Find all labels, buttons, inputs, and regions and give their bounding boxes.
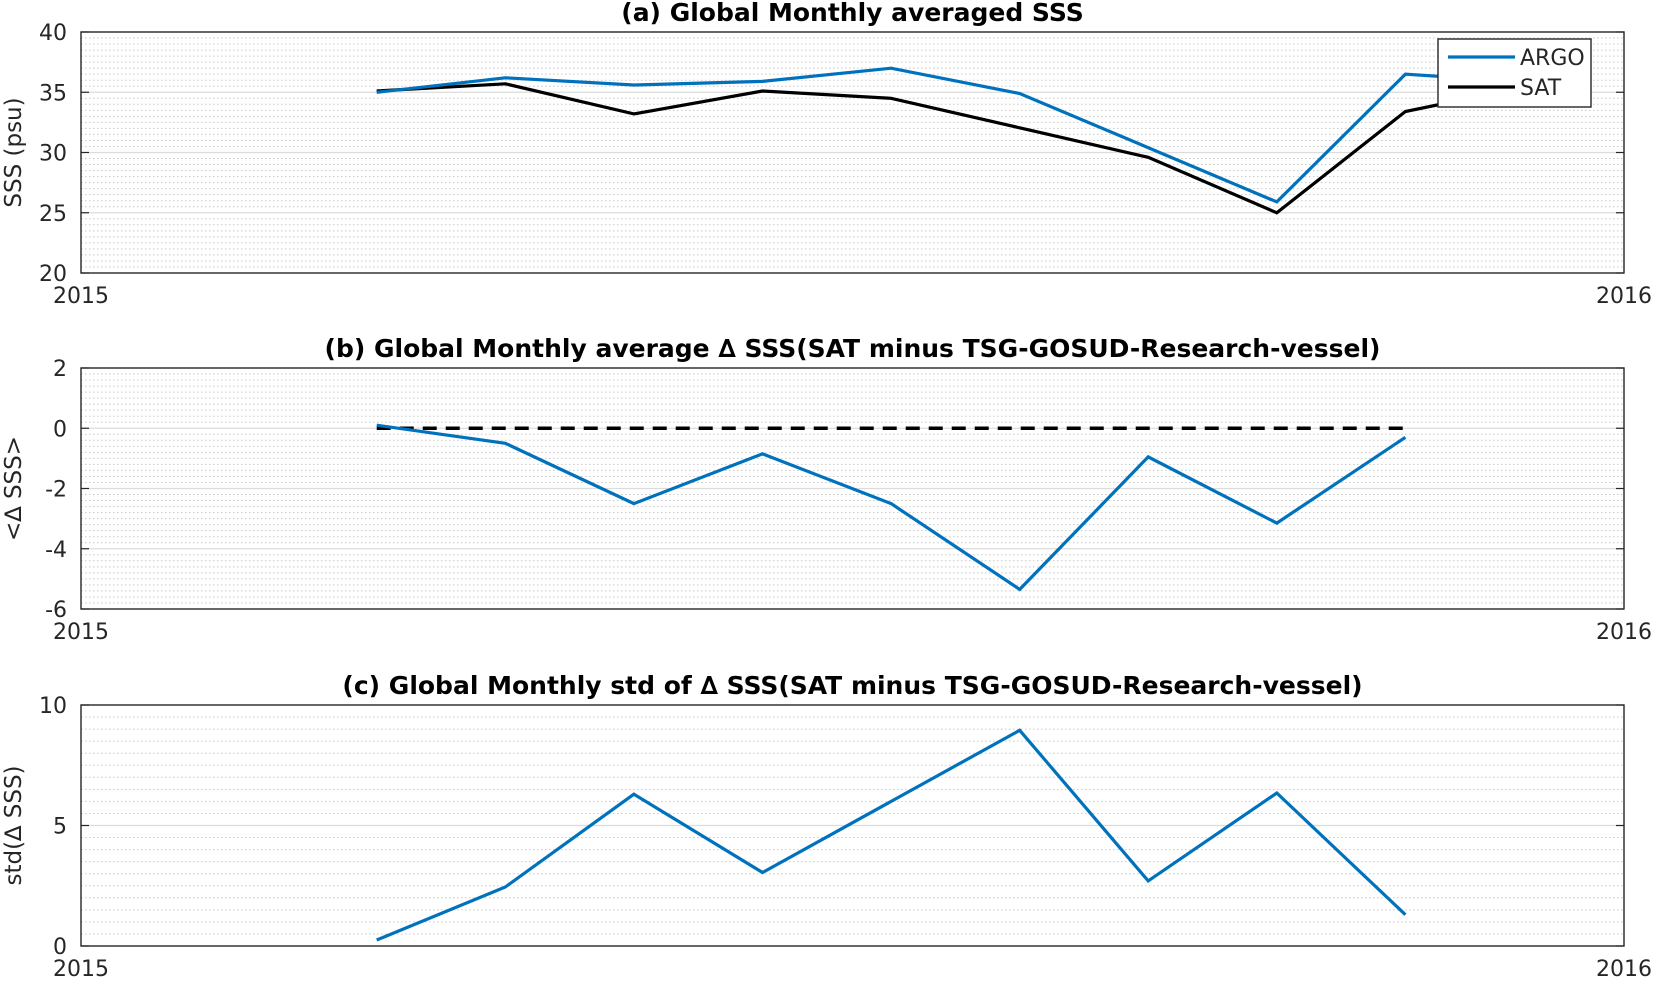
x-tick-label: 2015 <box>53 957 109 982</box>
legend-entry: SAT <box>1520 76 1562 101</box>
x-tick-label: 2015 <box>53 284 109 309</box>
y-tick-label: -6 <box>45 598 67 623</box>
y-axis-label: <∆ SSS> <box>1 436 27 541</box>
x-tick-label: 2016 <box>1596 284 1652 309</box>
y-tick-label: -4 <box>45 538 67 563</box>
panel-title: (a) Global Monthly averaged SSS <box>621 0 1083 27</box>
argo-series-line <box>376 66 1535 204</box>
y-tick-label: 0 <box>53 935 67 960</box>
x-tick-label: 2016 <box>1596 620 1652 645</box>
legend-box <box>1437 38 1592 108</box>
y-tick-label: -2 <box>45 478 67 503</box>
panel-title: (c) Global Monthly std of ∆ SSS(SAT minu… <box>342 671 1362 700</box>
sat-series-line <box>376 82 1535 215</box>
y-tick-label: 40 <box>39 21 67 46</box>
y-tick-label: 20 <box>39 262 67 287</box>
x-tick-label: 2016 <box>1596 957 1652 982</box>
y-tick-label: 5 <box>53 815 67 840</box>
panel-c: 0 5 10 2015 2016 (c) Global Monthly std of ∆ … <box>1 671 1652 982</box>
series-line <box>376 423 1407 592</box>
panel-title: (b) Global Monthly average ∆ SSS(SAT min… <box>325 334 1381 363</box>
y-tick-label: 2 <box>53 357 67 382</box>
y-tick-label: 10 <box>39 694 67 719</box>
legend-entry: ARGO <box>1520 46 1585 71</box>
panel-b: -6 -4 -2 0 2 2015 2016 (b) Global Monthly avera… <box>1 334 1652 645</box>
x-tick-label: 2015 <box>53 620 109 645</box>
y-tick-label: 0 <box>53 417 67 442</box>
y-tick-label: 35 <box>39 81 67 106</box>
y-tick-label: 30 <box>39 142 67 167</box>
panel-a: 20 25 30 35 40 2015 2016 (a) Global Monthly ave… <box>1 0 1652 309</box>
legend: ARGO SAT <box>1437 38 1592 108</box>
series-line <box>376 728 1407 942</box>
y-axis-label: std(∆ SSS) <box>1 765 27 885</box>
y-axis-label: SSS (psu) <box>1 97 27 207</box>
y-tick-label: 25 <box>39 202 67 227</box>
